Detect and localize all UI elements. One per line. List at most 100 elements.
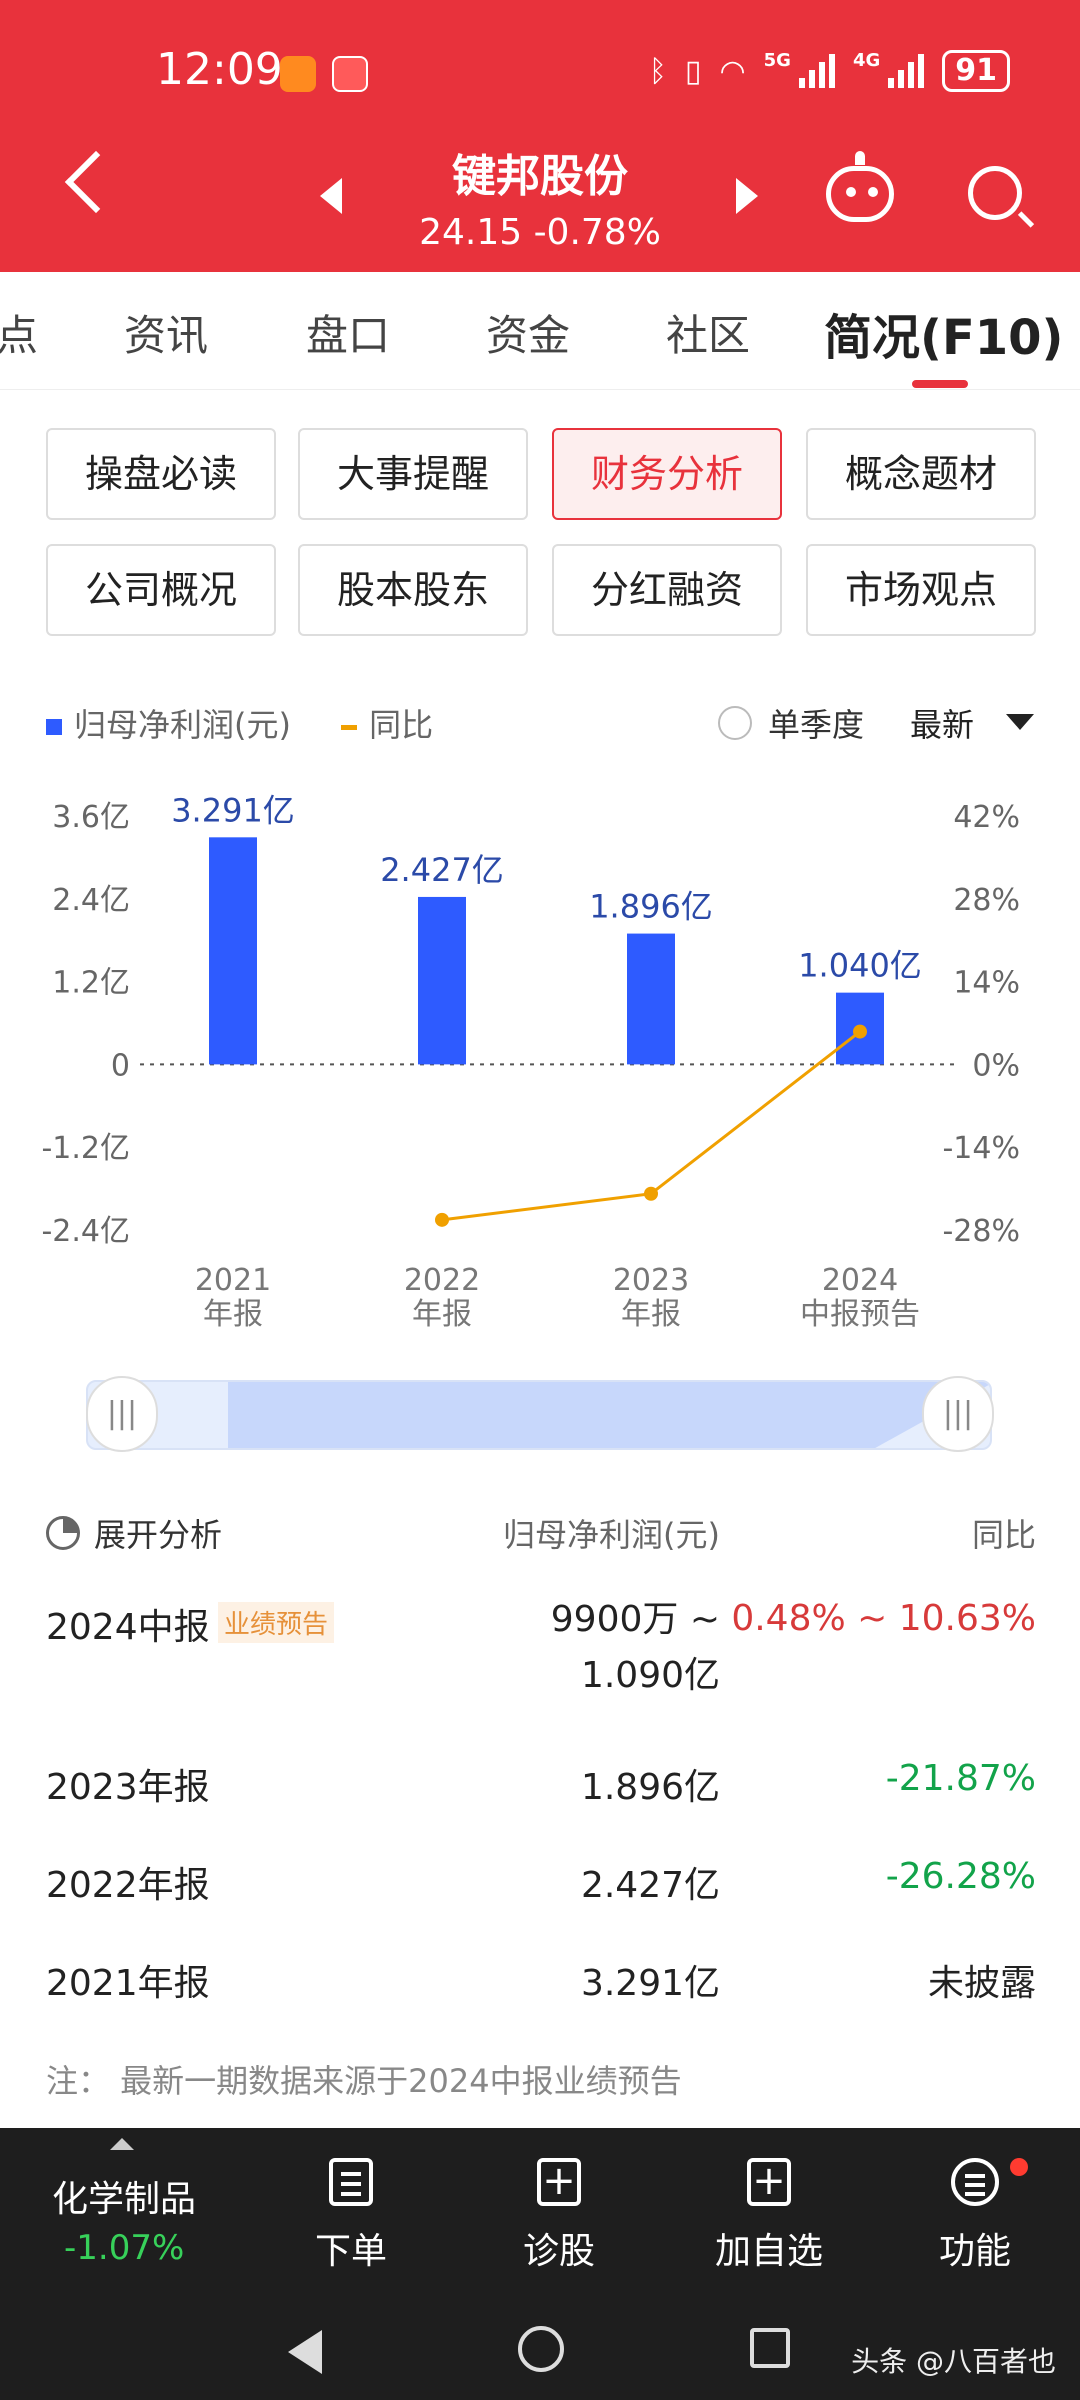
menu-icon: [951, 2158, 999, 2206]
prev-stock-arrow-icon[interactable]: [320, 178, 342, 214]
legend-bar-swatch: [46, 719, 62, 735]
watermark: 头条 @八百者也: [851, 2345, 1056, 2378]
btn-trading-guide[interactable]: 操盘必读: [46, 428, 276, 520]
system-home-icon[interactable]: [518, 2326, 564, 2372]
x-tick-label: 2022: [404, 1263, 480, 1298]
x-tick-label: 2024: [822, 1263, 898, 1298]
bar[interactable]: [209, 837, 257, 1065]
x-tick-label: 年报: [203, 1297, 263, 1332]
tab-orderbook[interactable]: 盘口: [306, 311, 391, 360]
bar-data-label: 2.427亿: [380, 851, 504, 889]
chevron-up-icon[interactable]: [110, 2138, 134, 2150]
y-left-tick-label: -1.2亿: [41, 1131, 130, 1166]
add-watchlist-button[interactable]: 加自选: [694, 2158, 844, 2274]
row-change: 0.48% ~ 10.63%: [731, 1598, 1036, 1639]
col-header-profit: 归母净利润(元): [503, 1516, 720, 1554]
forecast-badge: 业绩预告: [218, 1602, 335, 1643]
y-right-tick-label: -28%: [942, 1214, 1020, 1249]
search-icon[interactable]: [968, 166, 1022, 220]
chart-legend-row: 归母净利润(元) 同比 单季度 最新: [46, 700, 1036, 750]
x-tick-label: 2021: [195, 1263, 271, 1298]
bar-data-label: 1.040亿: [798, 947, 922, 985]
signal-4g-icon: [888, 54, 925, 88]
btn-market-views[interactable]: 市场观点: [806, 544, 1036, 636]
table-row[interactable]: 2023年报 1.896亿 -21.87%: [46, 1758, 1036, 1818]
y-right-tick-label: 42%: [953, 800, 1020, 835]
add-watchlist-label: 加自选: [714, 2231, 823, 2272]
table-row[interactable]: 2024中报 业绩预告 9900万 ~ 1.090亿 0.48% ~ 10.63…: [46, 1598, 1036, 1718]
btn-dividends[interactable]: 分红融资: [552, 544, 782, 636]
y-left-tick-label: 0: [111, 1048, 130, 1083]
bar[interactable]: [418, 896, 466, 1065]
analysis-header: 展开分析 归母净利润(元) 同比: [46, 1510, 1036, 1560]
x-tick-label: 中报预告: [800, 1297, 920, 1332]
data-source-note: 注： 最新一期数据来源于2024中报业绩预告: [46, 2062, 682, 2100]
stock-price: 24.15 -0.78%: [419, 212, 661, 253]
document-icon: [329, 2158, 373, 2206]
chevron-down-icon[interactable]: [1006, 714, 1034, 730]
status-time: 12:09: [156, 44, 283, 95]
period-dropdown[interactable]: 最新: [910, 706, 975, 744]
diagnose-label: 诊股: [522, 2231, 595, 2272]
tab-news[interactable]: 资讯: [124, 311, 209, 360]
row-period: 2023年报: [46, 1767, 210, 1808]
y-left-tick-label: -2.4亿: [41, 1214, 130, 1249]
btn-company-profile[interactable]: 公司概况: [46, 544, 276, 636]
row-change: -21.87%: [885, 1758, 1036, 1799]
y-left-tick-label: 2.4亿: [52, 883, 130, 918]
single-quarter-label[interactable]: 单季度: [768, 706, 865, 744]
robot-assistant-icon[interactable]: [826, 151, 894, 222]
bar[interactable]: [627, 933, 675, 1065]
y-right-tick-label: -14%: [942, 1131, 1020, 1166]
slider-left-handle[interactable]: |||: [86, 1376, 158, 1452]
next-stock-arrow-icon[interactable]: [736, 178, 758, 214]
y-right-tick-label: 14%: [953, 966, 1020, 1001]
sector-name[interactable]: 化学制品: [52, 2179, 197, 2220]
network-4g-label: 4G: [852, 50, 881, 71]
row-change: -26.28%: [885, 1856, 1036, 1897]
diagnose-icon: [537, 2158, 581, 2206]
table-row[interactable]: 2021年报 3.291亿 未披露: [46, 1954, 1036, 2014]
x-tick-label: 年报: [621, 1297, 681, 1332]
huawei-notification-icon: [332, 56, 368, 92]
slider-right-handle[interactable]: |||: [922, 1376, 994, 1452]
system-back-icon[interactable]: [288, 2330, 322, 2374]
yoy-point[interactable]: [435, 1212, 449, 1227]
chart-range-slider[interactable]: [86, 1380, 992, 1450]
network-5g-label: 5G: [763, 50, 791, 71]
diagnose-button[interactable]: 诊股: [484, 2158, 634, 2274]
add-watchlist-icon: [747, 2158, 791, 2206]
system-recents-icon[interactable]: [750, 2328, 790, 2368]
legend-bar-label: 归母净利润(元): [74, 706, 291, 744]
btn-shareholders[interactable]: 股本股东: [298, 544, 528, 636]
tab-capital[interactable]: 资金: [486, 311, 571, 360]
expand-analysis-label[interactable]: 展开分析: [94, 1516, 223, 1554]
row-value-line2: 1.090亿: [580, 1655, 720, 1696]
btn-events[interactable]: 大事提醒: [298, 428, 528, 520]
signal-5g-icon: [798, 54, 835, 88]
btn-financial-analysis[interactable]: 财务分析: [552, 428, 782, 520]
bar-data-label: 1.896亿: [589, 888, 713, 926]
yoy-point[interactable]: [644, 1186, 658, 1201]
profit-chart: 3.6亿 2.4亿 1.2亿 0 -1.2亿 -2.4亿 42% 28% 14% 0% -14% -2…: [41, 791, 1020, 1332]
yoy-point[interactable]: [853, 1024, 867, 1039]
legend-line-swatch: [341, 724, 358, 730]
tab-partial[interactable]: 点: [0, 311, 39, 360]
tab-f10[interactable]: 简况(F10): [824, 310, 1064, 366]
y-left-tick-label: 3.6亿: [52, 800, 130, 835]
tab-community[interactable]: 社区: [666, 311, 751, 360]
x-tick-label: 2023: [613, 1263, 689, 1298]
table-row[interactable]: 2022年报 2.427亿 -26.28%: [46, 1856, 1036, 1916]
bar-data-label: 3.291亿: [171, 791, 295, 829]
btn-concepts[interactable]: 概念题材: [806, 428, 1036, 520]
status-bar: 12:09 ᛒ ▯ ◠ 5G 4G 91: [0, 0, 1080, 120]
pie-chart-icon[interactable]: [46, 1516, 80, 1550]
row-value-line1: 9900万 ~: [550, 1599, 720, 1640]
order-button[interactable]: 下单: [276, 2158, 426, 2274]
battery-indicator: 91: [942, 50, 1010, 92]
y-left-tick-label: 1.2亿: [52, 966, 130, 1001]
bottom-toolbar: 化学制品 -1.07% 下单 诊股 加自选 功能 头条 @八百者也: [0, 2128, 1080, 2400]
slider-preview: [228, 1382, 990, 1448]
functions-button[interactable]: 功能: [900, 2158, 1050, 2274]
single-quarter-radio[interactable]: [718, 706, 752, 740]
